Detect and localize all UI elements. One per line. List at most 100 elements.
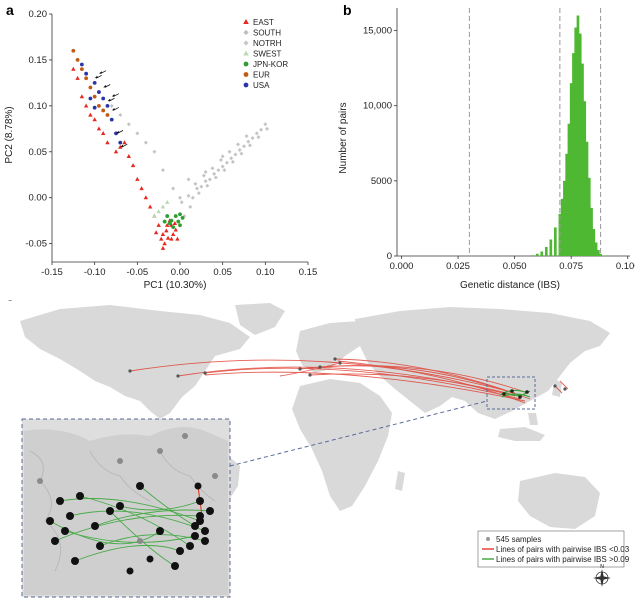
pca-point-south	[224, 160, 229, 165]
pca-point-east	[79, 94, 85, 99]
legend-sample-marker	[486, 537, 490, 541]
histogram-bar	[599, 253, 602, 256]
pca-point-south	[254, 131, 259, 136]
histogram-x-tick-label: 0.075	[559, 261, 583, 272]
pca-point-east	[156, 222, 161, 227]
compass-north-label: N	[600, 564, 604, 570]
pca-point-south	[236, 142, 241, 147]
east-asia-cluster	[499, 389, 531, 399]
pca-point-eur	[105, 113, 110, 117]
pca-point-jpn-kor	[171, 225, 176, 229]
pca-arrows	[94, 70, 128, 148]
pca-point-south	[263, 122, 268, 127]
pca-point-south	[186, 193, 191, 198]
pca-legend-label: EAST	[253, 18, 274, 27]
legend-green-text: Lines of pairs with pairwise IBS >0.09	[496, 555, 630, 564]
histogram-bar	[576, 15, 580, 256]
pca-legend-marker-usa	[243, 82, 249, 88]
pca-y-tick-label: 0.00	[29, 193, 48, 204]
pca-point-east	[169, 236, 174, 241]
zoom-connector-line	[229, 400, 488, 467]
histogram-bar	[560, 198, 564, 256]
histogram-bar	[581, 63, 584, 256]
pca-point-south	[152, 149, 157, 154]
pca-point-eur	[88, 85, 93, 90]
pca-legend-label: NOTRH	[253, 39, 282, 48]
pca-point-usa	[79, 62, 84, 67]
histogram-bar	[596, 249, 600, 256]
histogram-bar	[569, 83, 573, 256]
pca-point-jpn-kor	[167, 221, 172, 226]
pca-legend-marker-eur	[243, 72, 249, 77]
pca-point-south	[244, 134, 249, 139]
pca-arrowhead	[120, 144, 124, 148]
histogram-bar	[565, 153, 568, 256]
pca-legend-label: SWEST	[253, 50, 282, 59]
pca-arrowhead	[111, 94, 116, 97]
pca-point-east	[130, 163, 136, 168]
pca-scatter-chart: -0.15 -0.10 -0.05 0.00 0.05 0.10 0.15 -0.05 0.00…	[4, 9, 317, 291]
pca-point-eur	[79, 67, 84, 72]
pca-point-jpn-kor	[180, 216, 185, 220]
pca-arrowhead	[111, 107, 116, 111]
pca-point-south	[199, 184, 204, 189]
histogram-bar	[583, 101, 587, 256]
pca-point-south	[135, 131, 140, 136]
sample-points-global	[128, 357, 567, 391]
pca-arrowhead	[94, 75, 98, 79]
pca-point-east	[147, 204, 153, 209]
pca-point-south	[188, 204, 193, 209]
pca-x-tick-label: 0.05	[213, 267, 232, 278]
histogram-bar	[572, 53, 575, 256]
histogram-x-axis-label: Genetic distance (IBS)	[460, 280, 560, 291]
histogram-bar	[540, 251, 544, 256]
pca-point-usa	[118, 140, 123, 145]
pca-point-south	[118, 113, 123, 118]
pca-x-tick-label: -0.15	[41, 267, 63, 278]
pca-point-east	[92, 117, 97, 122]
histogram-bar	[544, 246, 548, 256]
pca-y-axis-label: PC2 (8.78%)	[4, 106, 15, 163]
pca-axes: -0.15 -0.10 -0.05 0.00 0.05 0.10 0.15 -0.05 0.00…	[25, 9, 317, 278]
legend-samples-text: 545 samples	[496, 535, 541, 544]
pca-point-usa	[84, 71, 89, 76]
pca-point-east	[126, 153, 131, 158]
pca-point-south	[196, 191, 201, 196]
pca-point-south	[109, 103, 114, 108]
pca-point-jpn-kor	[176, 219, 181, 224]
pca-y-tick-label: 0.20	[29, 9, 48, 20]
pca-y-tick-label: -0.05	[25, 239, 47, 250]
pca-point-swest	[152, 213, 157, 218]
histogram-bars	[531, 15, 607, 256]
histogram-y-tick-label: 0	[387, 251, 392, 262]
histogram-x-tick-label: 0.050	[503, 261, 527, 272]
pca-point-usa	[97, 90, 101, 94]
pca-arrowhead	[107, 98, 111, 102]
pca-point-south	[246, 139, 251, 144]
pca-arrow	[113, 107, 119, 111]
pca-y-tick-label: 0.15	[29, 55, 48, 66]
pca-point-south	[227, 149, 232, 154]
pca-point-south	[229, 156, 234, 161]
pca-arrow	[108, 97, 115, 102]
pca-point-south	[259, 127, 264, 132]
pca-points	[71, 48, 270, 250]
pca-point-usa	[109, 117, 114, 122]
pca-point-jpn-kor	[165, 214, 170, 218]
pca-arrow	[95, 74, 102, 79]
histogram-x-tick-label: 0.100	[616, 261, 635, 272]
pca-point-south	[239, 151, 244, 156]
pca-point-swest	[160, 204, 166, 209]
pca-point-south	[179, 200, 184, 205]
pca-point-south	[126, 122, 131, 127]
histogram-bar	[567, 123, 571, 256]
pca-point-east	[105, 140, 110, 145]
histogram-bar	[563, 180, 566, 256]
pca-point-south	[212, 171, 217, 176]
pca-point-south	[230, 159, 235, 164]
pca-point-south	[178, 195, 182, 200]
pca-arrow	[121, 143, 128, 148]
histogram-bar	[592, 228, 596, 256]
pca-arrowhead	[116, 130, 120, 134]
